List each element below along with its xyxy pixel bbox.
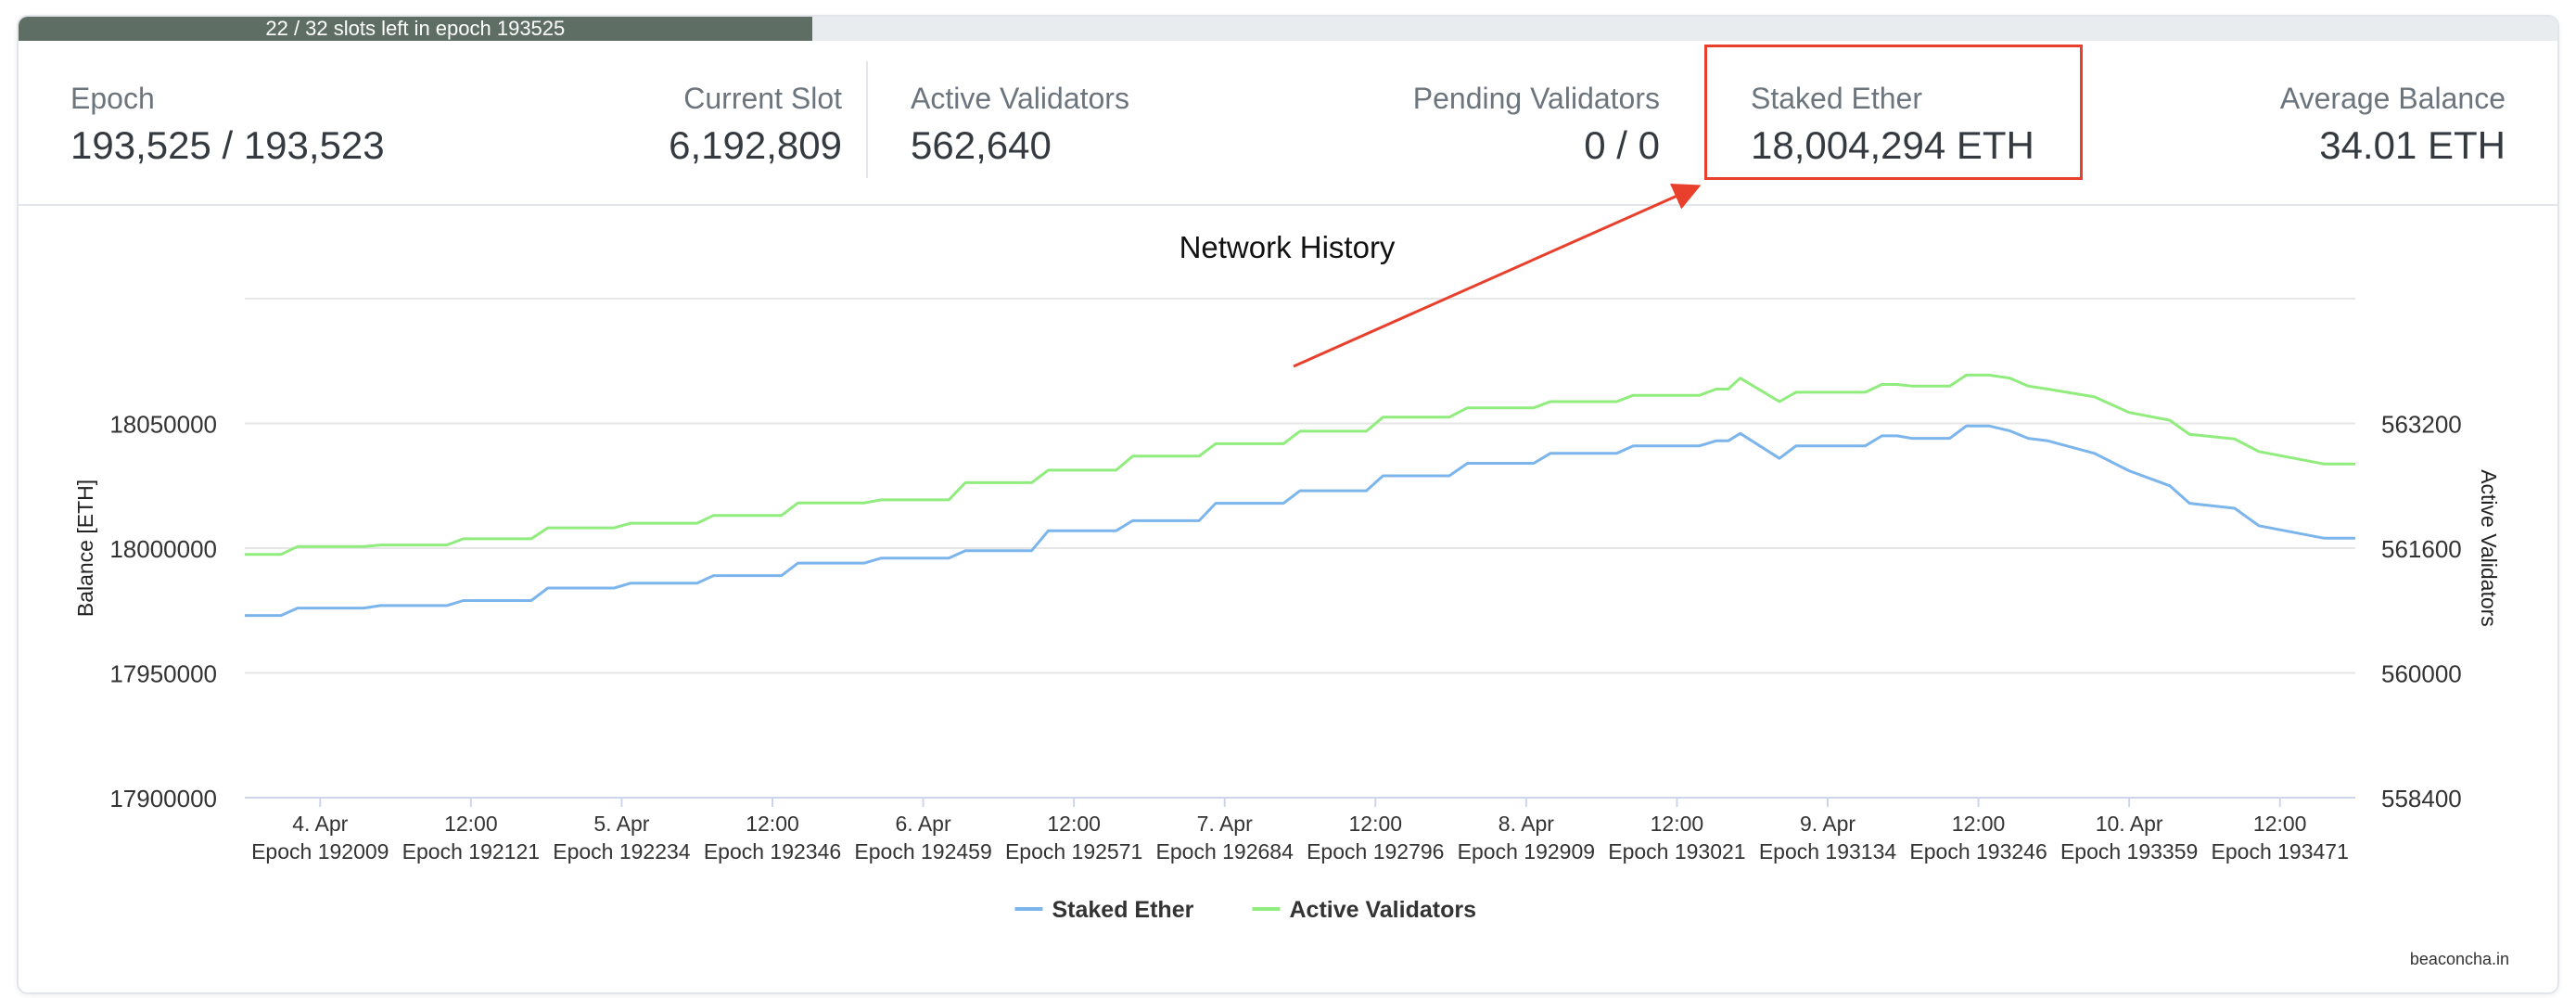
y-axis-left-title: Balance [ETH] (73, 480, 97, 617)
stat-current-slot: Current Slot 6,192,809 (669, 82, 842, 168)
chart-axes: 17900000 17950000 18000000 18050000 558400 56… (109, 411, 2461, 864)
x-tick-epoch-label: Epoch 192571 (1005, 839, 1142, 864)
stat-staked-ether-label: Staked Ether (1751, 82, 1922, 115)
active-validators-line (245, 373, 2355, 557)
epoch-progress-bar: 22 / 32 slots left in epoch 193525 (19, 17, 2557, 41)
x-tick-epoch-label: Epoch 192121 (402, 839, 540, 864)
stat-pending-validators-label: Pending Validators (1412, 82, 1660, 115)
y-left-tick-label: 17950000 (109, 660, 217, 688)
x-tick-epoch-label: Epoch 192009 (251, 839, 389, 864)
stat-current-slot-label: Current Slot (683, 82, 842, 115)
x-tick-date-label: 12:00 (1651, 812, 1704, 836)
x-tick-epoch-label: Epoch 193359 (2060, 839, 2198, 864)
y-left-tick-label: 17900000 (109, 785, 217, 812)
legend-label: Staked Ether (1052, 897, 1194, 923)
annotation-arrow (1293, 184, 1702, 368)
x-tick-epoch-label: Epoch 192909 (1458, 839, 1595, 864)
stat-epoch: Epoch 193,525 / 193,523 (70, 82, 385, 168)
chart-gridlines (245, 298, 2355, 799)
x-tick-date-label: 12:00 (1952, 812, 2006, 836)
stat-staked-ether-value: 18,004,294 ETH (1751, 123, 2034, 167)
y-right-tick-label: 560000 (2381, 660, 2462, 688)
x-tick-epoch-label: Epoch 193021 (1608, 839, 1745, 864)
stat-average-balance-value: 34.01 ETH (2319, 123, 2506, 167)
legend-label: Active Validators (1290, 897, 1476, 923)
x-tick-date-label: 12:00 (1349, 812, 1403, 836)
x-tick-date-label: 7. Apr (1197, 812, 1253, 836)
epoch-progress-label: 22 / 32 slots left in epoch 193525 (265, 17, 566, 40)
y-right-tick-label: 558400 (2381, 785, 2462, 812)
stat-active-validators-value: 562,640 (911, 123, 1052, 167)
x-tick-epoch-label: Epoch 192346 (704, 839, 841, 864)
chart-credit-link[interactable]: beaconcha.in (2409, 950, 2509, 968)
chart-title: Network History (1180, 230, 1396, 264)
y-right-tick-label: 563200 (2381, 411, 2462, 439)
x-tick-date-label: 12:00 (1047, 812, 1101, 836)
epoch-progress-fill (19, 17, 812, 41)
staked-ether-highlight-box (1704, 45, 2083, 180)
x-tick-epoch-label: Epoch 193246 (1909, 839, 2047, 864)
x-tick-date-label: 8. Apr (1498, 812, 1554, 836)
stat-epoch-label: Epoch (70, 82, 155, 115)
y-left-tick-label: 18000000 (109, 535, 217, 563)
stat-current-slot-value: 6,192,809 (669, 123, 842, 167)
x-tick-epoch-label: Epoch 192234 (553, 839, 691, 864)
stat-staked-ether: Staked Ether 18,004,294 ETH (1751, 82, 2034, 168)
x-tick-date-label: 6. Apr (896, 812, 951, 836)
x-tick-date-label: 5. Apr (593, 812, 649, 836)
network-card: 22 / 32 slots left in epoch 193525 Epoch… (17, 15, 2559, 994)
y-left-tick-label: 18050000 (109, 411, 217, 439)
stat-pending-validators: Pending Validators 0 / 0 (1413, 82, 1660, 168)
y-axis-right-title: Active Validators (2477, 469, 2501, 627)
chart-series (245, 373, 2355, 618)
x-tick-date-label: 12:00 (746, 812, 799, 836)
y-right-tick-label: 561600 (2381, 535, 2462, 563)
legend-item-staked-ether[interactable]: Staked Ether (1014, 897, 1194, 923)
x-tick-date-label: 4. Apr (292, 812, 348, 836)
stat-active-validators-label: Active Validators (911, 82, 1129, 115)
x-tick-date-label: 9. Apr (1800, 812, 1855, 836)
stat-pending-validators-value: 0 / 0 (1584, 123, 1660, 167)
stat-average-balance: Average Balance 34.01 ETH (2280, 82, 2506, 168)
stats-bar: Epoch 193,525 / 193,523 Current Slot 6,1… (19, 41, 2557, 206)
chart-legend: Staked Ether Active Validators (1014, 897, 1476, 923)
stats-divider (866, 61, 868, 178)
stat-epoch-value: 193,525 / 193,523 (70, 123, 385, 167)
x-tick-date-label: 12:00 (2253, 812, 2307, 836)
stat-active-validators: Active Validators 562,640 (911, 82, 1129, 168)
legend-item-active-validators[interactable]: Active Validators (1252, 897, 1476, 923)
x-tick-epoch-label: Epoch 193134 (1759, 839, 1897, 864)
x-tick-epoch-label: Epoch 193471 (2212, 839, 2349, 864)
x-tick-date-label: 10. Apr (2096, 812, 2163, 836)
x-tick-epoch-label: Epoch 192796 (1307, 839, 1444, 864)
staked-ether-line (245, 424, 2355, 618)
x-tick-date-label: 12:00 (444, 812, 498, 836)
x-tick-epoch-label: Epoch 192459 (854, 839, 991, 864)
x-tick-epoch-label: Epoch 192684 (1156, 839, 1294, 864)
stat-average-balance-label: Average Balance (2279, 82, 2506, 115)
